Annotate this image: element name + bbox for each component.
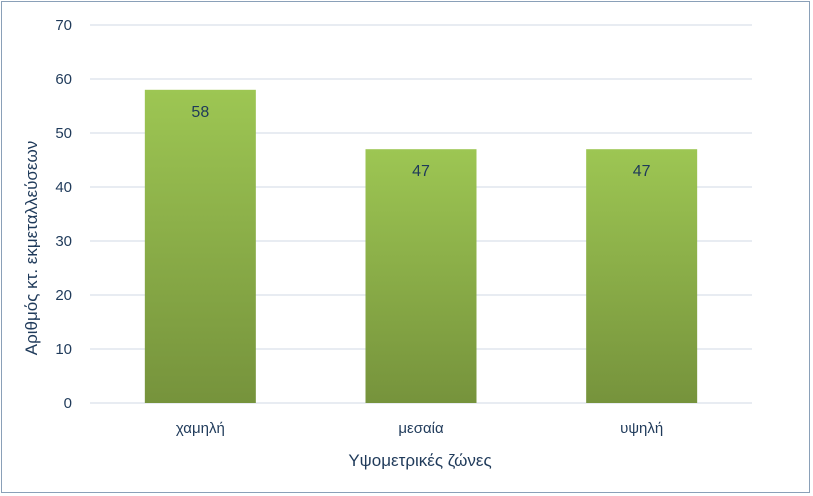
y-tick-label: 60 (55, 71, 72, 88)
bars: 58 47 47 (144, 89, 698, 404)
y-tick-label: 10 (55, 341, 72, 358)
y-axis-ticks: 0 10 20 30 40 50 60 70 (55, 17, 72, 412)
bar-1 (144, 89, 256, 404)
y-tick-label: 0 (64, 395, 72, 412)
bar-2 (365, 149, 477, 403)
y-tick-label: 70 (55, 17, 72, 34)
y-tick-label: 40 (55, 179, 72, 196)
y-axis-title: Αριθμός κτ. εκμεταλλεύσεων (22, 141, 41, 356)
x-tick-label: υψηλή (620, 420, 663, 437)
y-tick-label: 20 (55, 287, 72, 304)
x-tick-label: χαμηλή (176, 420, 225, 437)
bar-value-label: 58 (191, 104, 209, 121)
x-axis-ticks: χαμηλή μεσαία υψηλή (176, 420, 663, 437)
bar-value-label: 47 (633, 163, 651, 180)
y-tick-label: 30 (55, 233, 72, 250)
y-tick-label: 50 (55, 125, 72, 142)
bar-3 (586, 149, 698, 403)
x-tick-label: μεσαία (398, 420, 444, 437)
bar-value-label: 47 (412, 163, 430, 180)
x-axis-title: Υψομετρικές ζώνες (348, 451, 491, 470)
